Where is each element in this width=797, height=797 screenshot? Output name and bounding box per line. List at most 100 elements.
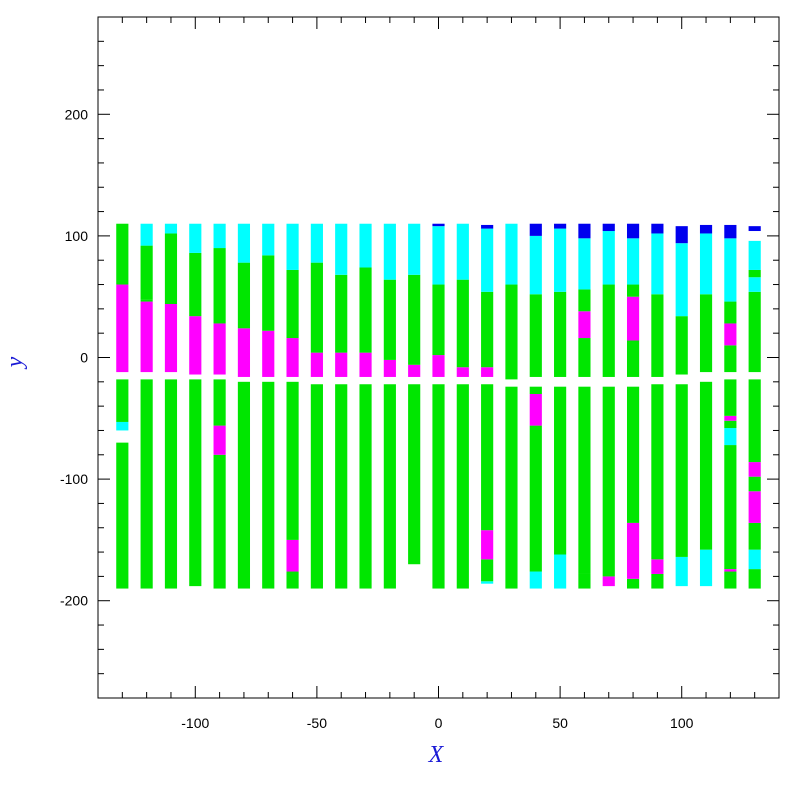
bar-segment-18-3 [554, 228, 567, 292]
bar-segment-19-5 [578, 238, 591, 290]
y-tick-label-2: 0 [80, 350, 88, 366]
bar-segment-21-2 [626, 386, 640, 523]
x-axis-label: X [428, 742, 445, 768]
bar-segment-17-6 [529, 223, 542, 236]
bar-segment-7-5 [286, 223, 299, 270]
y-tick-labels: -200 -100 0 100 200 [60, 106, 88, 608]
bar-segment-20-1 [602, 386, 615, 577]
bar-segment-4-2 [213, 379, 226, 426]
bar-segment-2-1 [164, 303, 178, 373]
bar-segment-3-0 [189, 379, 202, 587]
x-tick-label-3: 50 [552, 715, 568, 731]
bar-segment-24-3 [699, 233, 713, 295]
bar-segment-24-1 [699, 381, 713, 550]
bar-segment-1-2 [140, 299, 153, 302]
bar-segment-12-3 [408, 223, 421, 275]
bar-segment-26-5 [748, 462, 761, 477]
bar-segment-19-6 [578, 223, 591, 239]
bar-segment-26-10 [748, 240, 761, 270]
bar-segment-4-3 [213, 323, 226, 375]
bar-segment-25-0 [724, 571, 737, 589]
bar-segment-1-3 [140, 245, 153, 300]
bar-segment-24-0 [699, 549, 713, 587]
bar-segment-21-5 [626, 284, 640, 297]
bar-segment-10-1 [359, 352, 372, 377]
bar-segment-2-2 [164, 233, 178, 304]
bar-segment-15-2 [481, 530, 494, 560]
bar-segment-2-3 [164, 223, 178, 234]
bar-segment-25-6 [724, 379, 737, 416]
bar-segment-22-2 [651, 384, 664, 560]
bar-segment-10-0 [359, 384, 372, 589]
bar-segment-10-3 [359, 223, 372, 268]
bar-segment-0-2 [116, 379, 129, 422]
y-tick-label-4: 200 [65, 106, 89, 122]
bar-segment-17-5 [529, 235, 542, 295]
bar-segment-26-7 [748, 291, 761, 373]
bar-segment-6-3 [262, 223, 275, 256]
bar-segment-15-1 [481, 559, 494, 582]
bar-segment-26-9 [748, 269, 761, 278]
bar-segment-23-0 [675, 556, 688, 587]
y-axis-label: y [2, 356, 28, 369]
bar-segment-14-1 [456, 367, 469, 377]
x-tick-label-4: 100 [670, 715, 694, 731]
bar-segment-4-5 [213, 223, 226, 249]
bar-segment-23-4 [675, 226, 688, 244]
bar-segment-6-2 [262, 255, 275, 331]
bar-segment-21-3 [626, 340, 640, 377]
bar-segment-7-4 [286, 269, 299, 339]
bar-segment-21-7 [626, 223, 640, 239]
bar-segment-25-1 [724, 569, 737, 572]
bar-segment-13-4 [432, 223, 445, 227]
bar-segment-17-3 [529, 386, 542, 394]
bar-segment-11-0 [383, 384, 396, 589]
bar-segment-9-1 [335, 352, 348, 377]
bar-segment-12-0 [408, 384, 421, 565]
ticks-layer [98, 17, 779, 698]
bar-segment-20-2 [602, 284, 615, 377]
bar-segment-1-0 [140, 379, 153, 589]
bar-segment-15-5 [481, 291, 494, 368]
bar-segment-26-3 [748, 491, 761, 523]
bar-segment-22-5 [651, 223, 664, 234]
bar-segment-25-10 [724, 238, 737, 302]
bar-segment-18-1 [554, 386, 567, 555]
bar-segment-4-4 [213, 248, 226, 324]
bar-segment-9-3 [335, 223, 348, 275]
bar-segment-3-3 [189, 223, 202, 253]
bar-segment-18-2 [554, 291, 567, 377]
bar-segment-25-8 [724, 323, 737, 346]
bar-segment-20-0 [602, 576, 615, 587]
bar-segment-26-1 [748, 549, 761, 570]
bar-segment-15-3 [481, 384, 494, 531]
bar-segment-1-4 [140, 223, 153, 246]
bar-segment-16-0 [505, 386, 518, 589]
y-tick-label-1: -100 [60, 471, 88, 487]
bar-segment-26-11 [748, 231, 761, 241]
bar-segment-20-4 [602, 223, 615, 232]
bar-segment-8-1 [310, 352, 323, 377]
bars-layer [116, 223, 761, 589]
bar-segment-22-4 [651, 233, 664, 295]
bar-segment-15-7 [481, 224, 494, 229]
bar-segment-0-4 [116, 223, 129, 285]
bar-segment-9-2 [335, 274, 348, 353]
bar-segment-21-6 [626, 238, 640, 285]
bar-segment-19-3 [578, 311, 591, 339]
bar-segment-14-0 [456, 384, 469, 589]
bar-segment-19-2 [578, 338, 591, 377]
x-tick-labels: -100 -50 0 50 100 [181, 715, 693, 731]
bar-segment-5-3 [237, 223, 251, 263]
bar-segment-12-2 [408, 274, 421, 365]
bar-segment-7-2 [286, 381, 299, 540]
bar-segment-26-0 [748, 569, 761, 589]
bar-segment-26-6 [748, 379, 761, 463]
bar-segment-7-3 [286, 338, 299, 377]
bar-segment-26-2 [748, 522, 761, 550]
bar-segment-25-3 [724, 428, 737, 446]
bar-segment-0-1 [116, 421, 129, 431]
bar-segment-26-12 [748, 226, 761, 232]
bar-segment-23-1 [675, 384, 688, 557]
bar-segment-22-0 [651, 573, 664, 589]
